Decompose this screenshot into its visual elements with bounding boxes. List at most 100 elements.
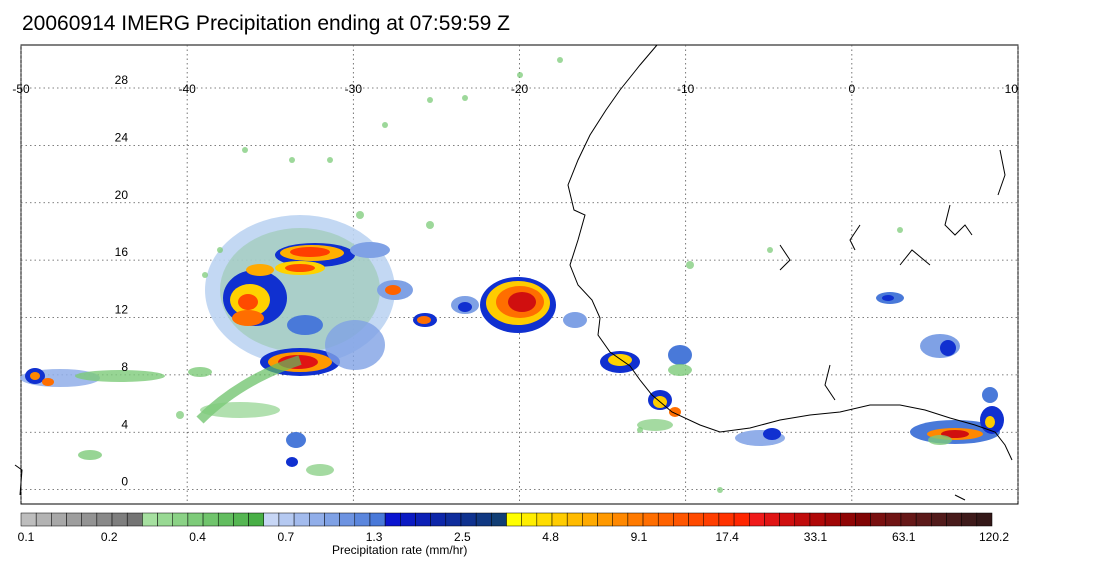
- colorbar-swatch: [96, 512, 113, 527]
- colorbar-swatch: [491, 512, 507, 527]
- colorbar-swatch: [673, 512, 689, 527]
- longitude-label: -50: [12, 82, 30, 96]
- latitude-label: 0: [121, 475, 128, 489]
- colorbar-swatch: [415, 512, 431, 527]
- colorbar-swatch: [35, 512, 52, 527]
- colorbar-swatch: [657, 512, 674, 527]
- colorbar-swatch: [946, 512, 962, 527]
- latitude-label: 20: [115, 188, 129, 202]
- colorbar-swatch: [885, 512, 902, 527]
- itcz-band-west: [20, 367, 212, 387]
- longitude-label: 10: [1005, 82, 1019, 96]
- colorbar-swatch: [339, 512, 356, 527]
- map-title: 20060914 IMERG Precipitation ending at 0…: [22, 12, 510, 35]
- colorbar-swatch: [551, 512, 568, 527]
- scattered-cells-south: [78, 402, 334, 476]
- colorbar-swatch: [400, 512, 416, 527]
- colorbar-tick-label: 17.4: [716, 530, 740, 544]
- longitude-label: -30: [345, 82, 363, 96]
- latitude-label: 8: [121, 360, 128, 374]
- colorbar-swatch: [749, 512, 765, 527]
- colorbar-swatch: [718, 512, 735, 527]
- colorbar-swatch: [430, 512, 447, 527]
- colorbar-tick-label: 4.8: [542, 530, 559, 544]
- colorbar-tick-label: 33.1: [804, 530, 828, 544]
- colorbar-swatch: [157, 512, 173, 527]
- colorbar-swatch: [66, 512, 82, 527]
- colorbar-swatch: [566, 512, 583, 527]
- colorbar-swatch: [384, 512, 401, 527]
- colorbar-swatch: [597, 512, 613, 527]
- colorbar-tick-label: 9.1: [631, 530, 648, 544]
- colorbar-swatch: [217, 512, 234, 527]
- colorbar-swatch: [187, 512, 204, 527]
- colorbar-swatch: [612, 512, 629, 527]
- latitude-label: 28: [115, 73, 129, 87]
- colorbar-tick-label: 0.2: [101, 530, 118, 544]
- latitude-labels: 0 4 8 12 16 20 24 28: [115, 73, 129, 489]
- colorbar-swatch: [324, 512, 340, 527]
- latitude-label: 24: [115, 130, 129, 144]
- colorbar-swatch: [460, 512, 477, 527]
- colorbar-swatch: [627, 512, 644, 527]
- colorbar-swatch: [521, 512, 538, 527]
- colorbar-swatch: [855, 512, 871, 527]
- colorbar-swatch: [81, 512, 98, 527]
- colorbar-swatch: [233, 512, 249, 527]
- colorbar-swatch: [111, 512, 128, 527]
- colorbar-swatch: [688, 512, 704, 527]
- colorbar-tick-label: 2.5: [454, 530, 471, 544]
- colorbar-swatch: [794, 512, 811, 527]
- colorbar-swatch: [263, 512, 280, 527]
- longitude-labels: -50 -40 -30 -20 -10 0 10: [12, 82, 1018, 96]
- colorbar-swatch: [703, 512, 720, 527]
- colorbar-swatch: [536, 512, 553, 527]
- colorbar-swatch: [976, 512, 993, 527]
- atlantic-storm: [196, 215, 413, 424]
- longitude-label: 0: [848, 82, 855, 96]
- colorbar-tick-label: 63.1: [892, 530, 916, 544]
- colorbar-swatch: [506, 512, 522, 527]
- precipitation-field: [20, 57, 1004, 493]
- mid-atlantic-cells: [413, 296, 479, 327]
- colorbar-swatch: [582, 512, 598, 527]
- light-rain-specks: [176, 57, 903, 493]
- colorbar-swatch: [369, 512, 386, 527]
- colorbar-swatch: [642, 512, 659, 527]
- colorbar-swatch: [475, 512, 492, 527]
- colorbar-swatch: [840, 512, 856, 527]
- colorbar-swatch: [445, 512, 462, 527]
- colorbar-swatch: [293, 512, 310, 527]
- colorbar-swatch: [915, 512, 932, 527]
- colorbar-swatch: [172, 512, 189, 527]
- colorbar-swatch: [202, 512, 219, 527]
- colorbar-swatch: [309, 512, 325, 527]
- colorbar-swatch: [779, 512, 796, 527]
- colorbar-swatch: [961, 512, 978, 527]
- colorbar-swatch: [354, 512, 371, 527]
- colorbar-swatch: [931, 512, 947, 527]
- latitude-label: 16: [115, 245, 129, 259]
- latitude-label: 12: [115, 303, 129, 317]
- latitude-label: 4: [121, 417, 128, 431]
- colorbar-swatch: [142, 512, 158, 527]
- colorbar-swatch: [733, 512, 750, 527]
- colorbar-swatch: [870, 512, 887, 527]
- colorbar-swatch: [764, 512, 780, 527]
- colorbar-tick-label: 1.3: [366, 530, 383, 544]
- colorbar-tick-label: 0.7: [277, 530, 294, 544]
- colorbar-swatch: [20, 512, 37, 527]
- colorbar-tick-label: 0.1: [18, 530, 35, 544]
- colorbar-swatch: [900, 512, 917, 527]
- coastlines: [14, 44, 1013, 501]
- colorbar-swatch: [809, 512, 826, 527]
- colorbar-swatch: [126, 512, 143, 527]
- longitude-label: -40: [178, 82, 196, 96]
- colorbar-swatches: [20, 512, 993, 527]
- colorbar-tick-labels: 0.1 0.2 0.4 0.7 1.3 2.5 4.8 9.1 17.4 33.1 63.1 120.…: [18, 530, 1010, 544]
- west-african-squall-line: [480, 277, 785, 446]
- colorbar-swatch: [248, 512, 264, 527]
- longitude-label: -10: [677, 82, 695, 96]
